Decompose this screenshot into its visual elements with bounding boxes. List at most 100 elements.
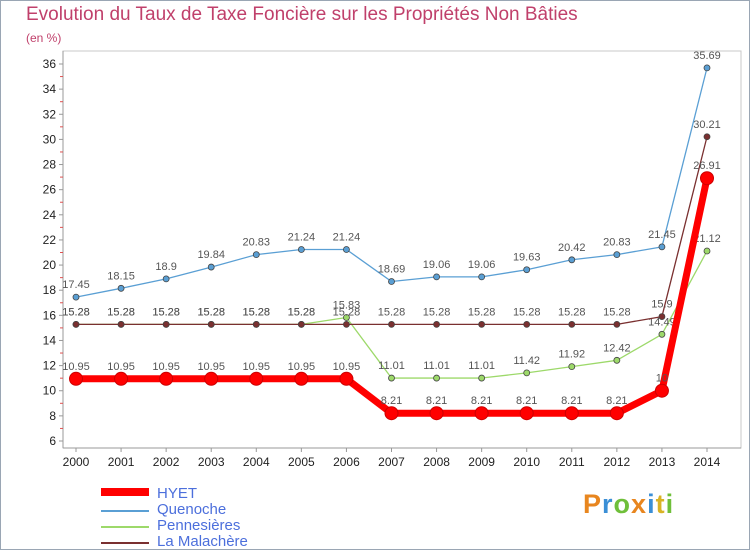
- data-label-quenoche: 20.83: [243, 237, 271, 249]
- data-point-pennesieres: [478, 374, 486, 382]
- data-label-pennesieres: 21.12: [693, 233, 721, 245]
- data-label-quenoche: 18.9: [155, 261, 176, 273]
- chart-title: Evolution du Taux de Taxe Foncière sur l…: [26, 4, 578, 25]
- legend-swatch-la-malachere: [101, 542, 149, 544]
- data-point-quenoche: [343, 246, 350, 253]
- logo-letter: o: [613, 489, 632, 519]
- data-point-hyet: [474, 406, 489, 421]
- data-label-quenoche: 18.69: [378, 264, 406, 276]
- y-tick-label: 24: [43, 208, 57, 222]
- data-point-hyet: [249, 371, 264, 386]
- logo-letter: P: [583, 489, 603, 519]
- data-point-pennesieres: [613, 356, 621, 364]
- data-point-hyet: [69, 371, 83, 386]
- data-point-la-malachere: [703, 133, 711, 141]
- x-tick-label: 2006: [333, 455, 360, 469]
- data-label-quenoche: 17.45: [62, 279, 90, 291]
- logo-letter: x: [631, 489, 648, 519]
- data-label-la-malachere: 15.28: [378, 306, 406, 318]
- data-label-pennesieres: 11.42: [513, 355, 540, 367]
- x-tick-label: 2004: [243, 455, 270, 469]
- data-label-quenoche: 18.15: [107, 270, 135, 282]
- x-tick-label: 2011: [559, 455, 585, 469]
- data-point-la-malachere: [72, 320, 80, 328]
- data-point-hyet: [700, 171, 714, 186]
- legend-swatch-pennesieres: [101, 526, 149, 528]
- data-label-quenoche: 19.06: [468, 259, 496, 271]
- x-tick-label: 2012: [604, 455, 631, 469]
- x-tick-label: 2000: [63, 455, 90, 469]
- data-point-quenoche: [613, 251, 621, 259]
- data-point-hyet: [384, 406, 399, 421]
- y-tick-label: 28: [43, 158, 57, 172]
- data-point-quenoche: [433, 273, 440, 281]
- data-point-la-malachere: [658, 313, 666, 320]
- data-point-quenoche: [207, 263, 215, 271]
- data-label-quenoche: 20.83: [603, 237, 631, 249]
- legend-swatch-hyet: [101, 488, 149, 496]
- data-point-hyet: [114, 371, 129, 386]
- data-label-hyet: 10: [656, 373, 668, 385]
- data-point-la-malachere: [613, 320, 621, 328]
- data-label-pennesieres: 15.28: [152, 306, 180, 318]
- data-point-quenoche: [703, 64, 711, 72]
- data-point-quenoche: [523, 266, 531, 274]
- data-label-hyet: 26.91: [693, 160, 721, 172]
- y-tick-label: 36: [43, 57, 57, 71]
- data-label-quenoche: 35.69: [693, 50, 721, 62]
- x-tick-label: 2008: [423, 455, 450, 469]
- y-tick-label: 30: [43, 132, 57, 146]
- data-label-hyet: 10.95: [288, 361, 316, 373]
- data-label-la-malachere: 15.28: [513, 306, 541, 318]
- legend-swatch-quenoche: [101, 510, 149, 512]
- data-label-hyet: 8.21: [561, 395, 582, 407]
- data-label-la-malachere: 15.28: [197, 306, 225, 318]
- data-label-pennesieres: 15.83: [333, 299, 361, 311]
- data-point-pennesieres: [433, 374, 440, 382]
- y-tick-label: 32: [43, 107, 57, 121]
- data-label-hyet: 10.95: [152, 361, 180, 373]
- y-tick-label: 6: [49, 434, 56, 448]
- data-label-la-malachere: 15.9: [651, 299, 672, 311]
- logo-letter: i: [665, 489, 675, 519]
- data-point-la-malachere: [117, 320, 125, 328]
- data-point-hyet: [564, 406, 579, 421]
- data-point-quenoche: [568, 256, 576, 264]
- x-tick-label: 2005: [288, 455, 315, 469]
- data-point-pennesieres: [568, 363, 576, 371]
- data-point-quenoche: [162, 275, 170, 283]
- data-label-hyet: 8.21: [606, 395, 627, 407]
- x-tick-label: 2007: [378, 455, 405, 469]
- y-tick-label: 16: [43, 308, 57, 322]
- data-label-pennesieres: 14.49: [648, 316, 676, 328]
- y-tick-label: 14: [43, 333, 57, 347]
- data-label-la-malachere: 15.28: [603, 306, 631, 318]
- data-label-hyet: 8.21: [381, 395, 402, 407]
- data-point-hyet: [339, 371, 354, 386]
- data-point-pennesieres: [658, 330, 666, 338]
- data-label-hyet: 10.95: [197, 361, 225, 373]
- data-label-pennesieres: 11.92: [558, 349, 585, 361]
- x-tick-label: 2010: [513, 455, 540, 469]
- data-point-pennesieres: [703, 247, 711, 255]
- data-point-quenoche: [72, 293, 80, 301]
- data-label-pennesieres: 11.01: [378, 360, 405, 372]
- legend-label-pennesieres: Pennesières: [157, 517, 241, 534]
- data-label-la-malachere: 15.28: [288, 306, 316, 318]
- data-point-la-malachere: [478, 320, 486, 328]
- x-tick-label: 2014: [694, 455, 721, 469]
- logo-letter: i: [647, 489, 656, 519]
- y-tick-label: 34: [43, 82, 57, 96]
- y-tick-label: 20: [43, 258, 57, 272]
- data-point-quenoche: [117, 284, 125, 292]
- data-label-la-malachere: 15.28: [558, 306, 586, 318]
- data-label-pennesieres: 15.28: [197, 306, 225, 318]
- data-label-quenoche: 21.24: [288, 231, 316, 243]
- data-point-la-malachere: [433, 320, 440, 328]
- data-label-la-malachere: 15.28: [423, 306, 451, 318]
- data-label-quenoche: 19.06: [423, 259, 451, 271]
- data-label-pennesieres: 15.28: [288, 306, 316, 318]
- data-label-pennesieres: 11.01: [423, 360, 450, 372]
- data-label-la-malachere: 15.28: [152, 306, 180, 318]
- y-tick-label: 10: [43, 384, 57, 398]
